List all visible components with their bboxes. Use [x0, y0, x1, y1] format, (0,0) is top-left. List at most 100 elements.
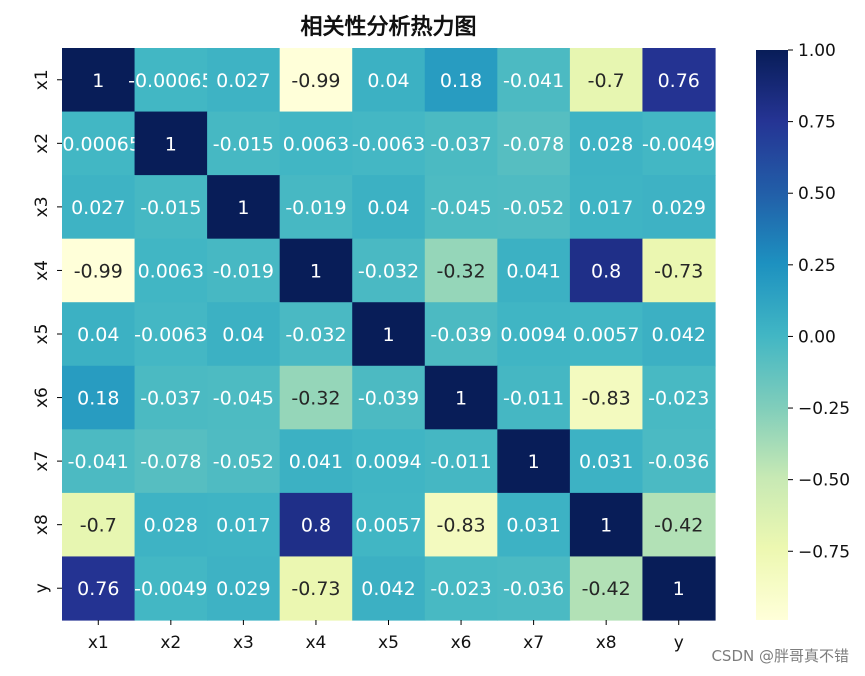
heatmap-cell	[569, 365, 644, 430]
heatmap-cell	[424, 365, 498, 430]
heatmap-cell	[279, 48, 353, 113]
heatmap-cell	[569, 556, 644, 621]
heatmap-cell	[207, 238, 281, 303]
cell-value-label: -0.0063	[134, 324, 207, 346]
heatmap-cell	[134, 175, 208, 240]
cell-value-label: -0.015	[140, 197, 201, 219]
watermark: CSDN @胖哥真不错	[711, 647, 849, 665]
cell-value-label: 0.042	[652, 324, 706, 346]
heatmap-cell	[352, 175, 426, 240]
heatmap-cell	[62, 111, 136, 176]
cell-value-label: -0.039	[358, 388, 419, 410]
heatmap-cell	[424, 556, 498, 621]
cell-value-label: -0.078	[140, 451, 201, 473]
heatmap-cell	[424, 48, 498, 113]
cell-value-label: 0.0094	[355, 451, 421, 473]
cell-value-label: 0.017	[579, 197, 633, 219]
cell-value-label: 0.042	[361, 578, 415, 600]
cell-value-label: 0.041	[289, 451, 343, 473]
heatmap-cell	[424, 175, 498, 240]
cell-value-label: 0.8	[301, 515, 331, 537]
heatmap-cell	[134, 556, 208, 621]
cell-value-label: -0.052	[213, 451, 274, 473]
heatmap-cell	[424, 429, 498, 494]
heatmap-cell	[279, 302, 353, 367]
colorbar	[756, 50, 788, 620]
cell-value-label: -0.0063	[352, 133, 425, 155]
heatmap-cell	[569, 492, 644, 558]
heatmap-cell	[352, 302, 426, 367]
heatmap-cell	[207, 556, 281, 621]
cell-value-label: -0.73	[654, 260, 703, 282]
heatmap-cell	[642, 556, 716, 621]
cell-value-label: -0.83	[582, 388, 631, 410]
heatmap-cell	[62, 48, 136, 113]
cell-value-label: -0.015	[213, 133, 274, 155]
cell-value-label: -0.7	[80, 515, 117, 537]
y-tick-label: x2	[32, 133, 52, 154]
heatmap-cell	[207, 48, 281, 113]
x-tick-label: x7	[523, 633, 544, 653]
cell-value-label: -0.041	[68, 451, 129, 473]
heatmap-cell	[352, 429, 426, 494]
x-tick-label: x3	[233, 633, 254, 653]
cell-value-label: 0.04	[367, 70, 409, 92]
cell-value-label: 1	[237, 197, 249, 219]
heatmap-cell	[352, 556, 426, 621]
heatmap-cell	[569, 48, 644, 113]
heatmap-cell	[497, 365, 571, 430]
colorbar-tick-label: 0.75	[798, 113, 836, 133]
heatmap-cell	[62, 492, 136, 558]
cell-value-label: 1	[310, 260, 322, 282]
y-tick-label: x7	[32, 451, 52, 472]
heatmap-cell	[134, 302, 208, 367]
heatmap-cell	[62, 556, 136, 621]
x-tick-label: x1	[88, 633, 109, 653]
y-tick-label: y	[32, 583, 52, 593]
heatmap-cell	[569, 175, 644, 240]
heatmap-cell	[62, 302, 136, 367]
cell-value-label: -0.036	[503, 578, 564, 600]
x-tick-label: x5	[378, 633, 399, 653]
cell-value-label: 1	[673, 578, 685, 600]
cell-value-label: -0.032	[358, 260, 419, 282]
x-tick-label: y	[674, 633, 684, 653]
heatmap-cell	[642, 302, 716, 367]
y-tick-label: x6	[32, 387, 52, 408]
heatmap-cell	[642, 238, 716, 303]
heatmap-cell	[424, 302, 498, 367]
y-tick-label: x4	[32, 260, 52, 281]
heatmap-cell	[497, 175, 571, 240]
heatmap-cell	[279, 365, 353, 430]
heatmap-cell	[642, 111, 716, 176]
cell-value-label: 0.04	[367, 197, 409, 219]
cell-value-label: -0.011	[430, 451, 491, 473]
heatmap-cell	[62, 365, 136, 430]
heatmap-cell	[279, 238, 353, 303]
cell-value-label: -0.0049	[134, 578, 207, 600]
y-tick-label: x5	[32, 324, 52, 345]
cell-value-label: -0.039	[430, 324, 491, 346]
cell-value-label: -0.99	[74, 260, 123, 282]
cell-value-label: -0.023	[430, 578, 491, 600]
cell-value-label: -0.42	[654, 515, 703, 537]
heatmap-cell	[279, 556, 353, 621]
heatmap-cell	[279, 111, 353, 176]
cell-value-label: -0.032	[285, 324, 346, 346]
cell-value-label: -0.037	[140, 388, 201, 410]
cell-value-label: -0.019	[213, 260, 274, 282]
y-tick-label: x3	[32, 196, 52, 217]
cell-value-label: -0.019	[285, 197, 346, 219]
cell-value-label: 0.04	[77, 324, 119, 346]
heatmap-cell	[497, 302, 571, 367]
colorbar-tick-label: 0.50	[798, 184, 836, 204]
cell-value-label: -0.023	[648, 388, 709, 410]
heatmap-cell	[497, 429, 571, 494]
cell-value-label: -0.041	[503, 70, 564, 92]
heatmap-cell	[352, 48, 426, 113]
cell-value-label: 0.76	[77, 578, 119, 600]
cell-value-label: 0.18	[440, 70, 482, 92]
cell-value-label: -0.99	[291, 70, 340, 92]
cell-value-label: -0.7	[588, 70, 625, 92]
